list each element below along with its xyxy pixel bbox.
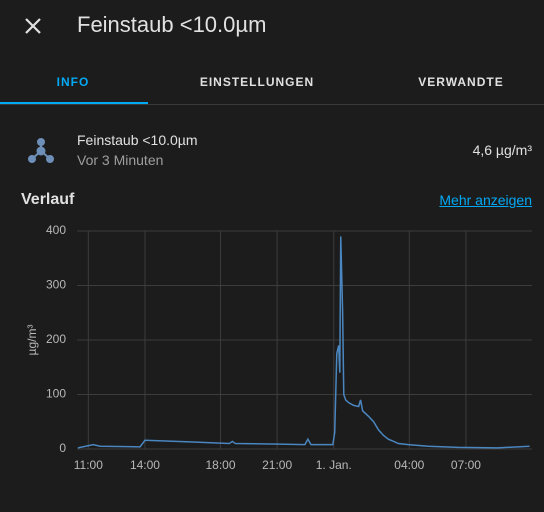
y-axis-label: µg/m³ (25, 325, 39, 356)
close-button[interactable] (22, 15, 44, 37)
entity-icon (28, 138, 54, 163)
entity-state: 4,6 µg/m³ (472, 142, 532, 158)
section-title: Verlauf (21, 191, 75, 208)
tab[interactable]: EINSTELLUNGEN (199, 75, 315, 89)
more-link[interactable]: Mehr anzeigen (439, 192, 532, 208)
x-tick-label: 04:00 (394, 458, 424, 472)
y-tick-label: 200 (46, 332, 66, 346)
entity-updated: Vor 3 Minuten (77, 152, 164, 168)
x-tick-label: 14:00 (130, 458, 160, 472)
y-tick-label: 300 (46, 278, 66, 292)
dialog-title: Feinstaub <10.0µm (77, 12, 267, 37)
y-tick-label: 0 (59, 441, 66, 455)
data-line (77, 236, 530, 449)
y-tick-label: 400 (46, 223, 66, 237)
tab[interactable]: VERWANDTE (418, 75, 504, 89)
x-tick-label: 07:00 (451, 458, 481, 472)
x-tick-label: 1. Jan. (316, 458, 352, 472)
tab[interactable]: INFO (56, 75, 90, 89)
divider (0, 104, 544, 105)
x-tick-label: 18:00 (205, 458, 235, 472)
chart: 0 100 200 300 400 11:00 14:00 18:00 21:00 1. Jan.… (25, 223, 532, 472)
y-tick-label: 100 (46, 387, 66, 401)
entity-name: Feinstaub <10.0µm (77, 132, 198, 148)
x-tick-label: 21:00 (262, 458, 292, 472)
x-tick-label: 11:00 (74, 458, 103, 472)
tab-indicator (0, 102, 148, 104)
